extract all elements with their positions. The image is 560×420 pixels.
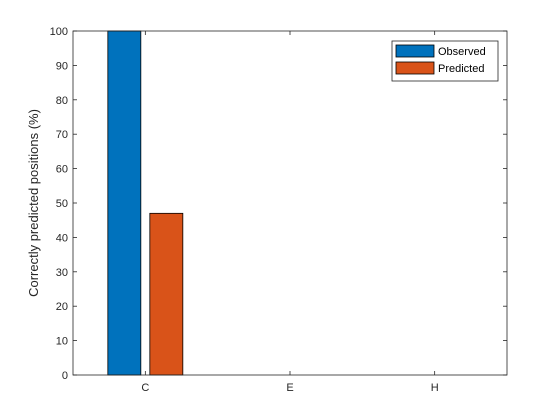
legend-label-predicted: Predicted	[438, 63, 484, 75]
y-tick-label: 70	[56, 129, 68, 141]
y-tick-label: 80	[56, 95, 68, 107]
y-tick-label: 10	[56, 336, 68, 348]
y-tick-label: 0	[62, 370, 68, 382]
x-tick-label-E: E	[286, 382, 293, 394]
plot-area	[73, 31, 507, 375]
legend-swatch-observed	[395, 44, 435, 58]
bar-predicted-C	[149, 212, 184, 376]
y-tick-label: 90	[56, 60, 68, 72]
bars	[107, 30, 184, 376]
x-tick-label-H: H	[431, 382, 439, 394]
x-tick-label-C: C	[141, 382, 149, 394]
y-tick-label: 20	[56, 301, 68, 313]
legend-swatch-predicted	[395, 61, 435, 75]
y-tick-label: 50	[56, 198, 68, 210]
y-axis-label: Correctly predicted positions (%)	[26, 109, 41, 297]
y-tick-label: 40	[56, 232, 68, 244]
y-tick-label: 60	[56, 164, 68, 176]
bar-observed-C	[107, 30, 142, 376]
legend-label-observed: Observed	[438, 46, 486, 58]
y-ticks: 0 10 20 30 40 50 60 70 80 90 100	[50, 26, 507, 382]
legend: Observed Predicted	[391, 40, 499, 82]
y-tick-label: 100	[50, 26, 68, 38]
y-tick-label: 30	[56, 267, 68, 279]
